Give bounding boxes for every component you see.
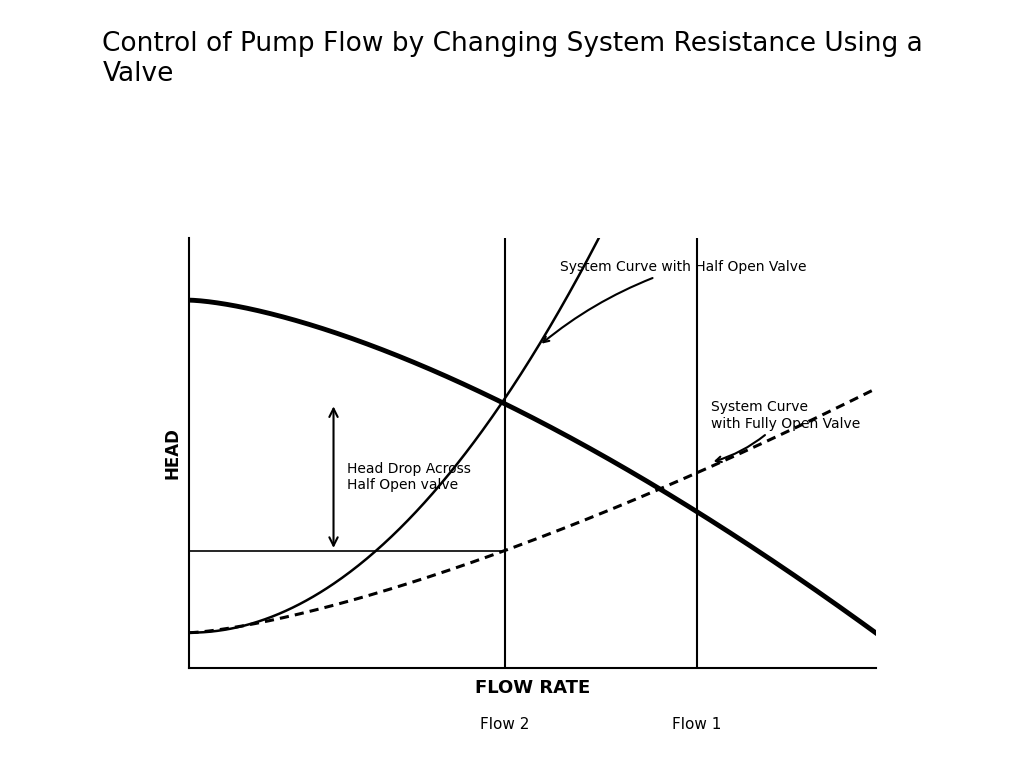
Text: System Curve with Half Open Valve: System Curve with Half Open Valve bbox=[544, 260, 807, 343]
Text: Head Drop Across
Half Open valve: Head Drop Across Half Open valve bbox=[347, 462, 471, 492]
Y-axis label: HEAD: HEAD bbox=[163, 427, 181, 479]
Text: System Curve
with Fully Open Valve: System Curve with Fully Open Valve bbox=[711, 400, 860, 462]
Text: Flow 2: Flow 2 bbox=[480, 717, 529, 732]
Text: Flow 1: Flow 1 bbox=[673, 717, 722, 732]
X-axis label: FLOW RATE: FLOW RATE bbox=[475, 679, 590, 697]
Text: Control of Pump Flow by Changing System Resistance Using a
Valve: Control of Pump Flow by Changing System … bbox=[102, 31, 924, 87]
